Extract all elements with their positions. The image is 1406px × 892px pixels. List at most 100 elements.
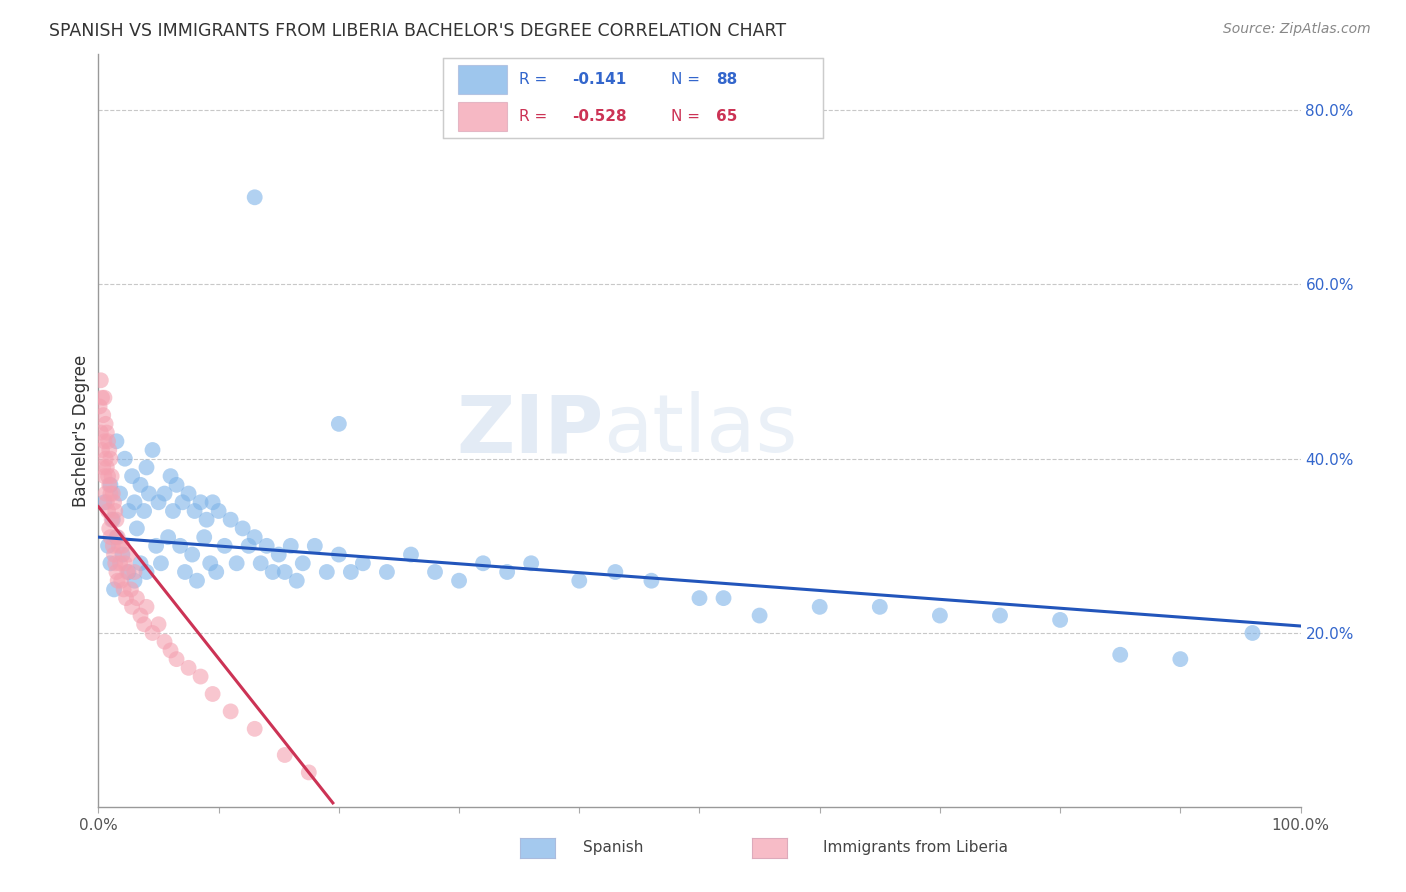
Text: Immigrants from Liberia: Immigrants from Liberia	[823, 840, 1008, 855]
Point	[808, 599, 831, 614]
Point	[225, 556, 247, 570]
Point	[190, 669, 212, 683]
Point	[219, 705, 242, 719]
Point	[689, 591, 711, 606]
Point	[496, 565, 519, 579]
Point	[124, 574, 146, 588]
Point	[101, 513, 124, 527]
Point	[238, 539, 260, 553]
Point	[304, 539, 326, 553]
Point	[93, 434, 115, 449]
Point	[120, 582, 142, 597]
Point	[208, 504, 231, 518]
Point	[328, 548, 350, 562]
Point	[100, 530, 122, 544]
Bar	[458, 103, 508, 131]
Point	[148, 617, 170, 632]
Text: -0.528: -0.528	[572, 109, 627, 124]
Point	[713, 591, 735, 606]
Point	[132, 504, 155, 518]
Text: atlas: atlas	[603, 392, 797, 469]
Point	[108, 486, 131, 500]
Point	[201, 495, 224, 509]
Point	[568, 574, 591, 588]
Point	[340, 565, 363, 579]
Point	[166, 652, 188, 666]
Point	[105, 434, 128, 449]
Point	[111, 548, 134, 562]
Text: SPANISH VS IMMIGRANTS FROM LIBERIA BACHELOR'S DEGREE CORRELATION CHART: SPANISH VS IMMIGRANTS FROM LIBERIA BACHE…	[49, 22, 786, 40]
Point	[291, 556, 314, 570]
Text: R =: R =	[519, 109, 553, 124]
Point	[280, 539, 302, 553]
Point	[121, 469, 143, 483]
Point	[153, 486, 176, 500]
Point	[104, 504, 127, 518]
Point	[141, 626, 163, 640]
Point	[162, 504, 184, 518]
Point	[232, 521, 254, 535]
Point	[135, 460, 157, 475]
Point	[129, 556, 152, 570]
Point	[100, 486, 122, 500]
Point	[298, 765, 321, 780]
Point	[472, 556, 495, 570]
Point	[103, 582, 125, 597]
Point	[105, 565, 128, 579]
Point	[214, 539, 236, 553]
Point	[97, 539, 120, 553]
Point	[96, 460, 118, 475]
Text: -0.141: -0.141	[572, 72, 626, 87]
Point	[274, 565, 297, 579]
Point	[97, 504, 120, 518]
Point	[91, 442, 114, 457]
Point	[90, 373, 112, 387]
Point	[157, 530, 180, 544]
Point	[94, 486, 117, 500]
Point	[124, 565, 146, 579]
Point	[108, 556, 131, 570]
Point	[201, 687, 224, 701]
Text: N =: N =	[671, 72, 704, 87]
Point	[110, 574, 132, 588]
Point	[145, 539, 167, 553]
Point	[100, 556, 122, 570]
Point	[243, 190, 266, 204]
Point	[115, 591, 138, 606]
Point	[125, 521, 148, 535]
Point	[267, 548, 290, 562]
Point	[107, 574, 129, 588]
Point	[186, 574, 208, 588]
Point	[101, 486, 124, 500]
Point	[124, 495, 146, 509]
Point	[117, 565, 139, 579]
Point	[869, 599, 891, 614]
Text: ZIP: ZIP	[456, 392, 603, 469]
Point	[423, 565, 446, 579]
Point	[249, 556, 271, 570]
Point	[98, 521, 121, 535]
Point	[129, 608, 152, 623]
Point	[96, 495, 118, 509]
Point	[121, 599, 143, 614]
Point	[640, 574, 662, 588]
Text: Spanish: Spanish	[583, 840, 644, 855]
Point	[93, 469, 115, 483]
Point	[107, 530, 129, 544]
Point	[262, 565, 284, 579]
Point	[114, 451, 136, 466]
Point	[205, 565, 228, 579]
Point	[988, 608, 1011, 623]
Point	[141, 442, 163, 457]
Point	[132, 617, 155, 632]
Point	[1241, 626, 1264, 640]
Point	[108, 539, 131, 553]
Point	[181, 548, 204, 562]
Point	[219, 513, 242, 527]
Point	[103, 548, 125, 562]
Point	[153, 634, 176, 648]
Point	[177, 486, 200, 500]
Point	[328, 417, 350, 431]
Point	[105, 513, 128, 527]
Point	[1170, 652, 1192, 666]
